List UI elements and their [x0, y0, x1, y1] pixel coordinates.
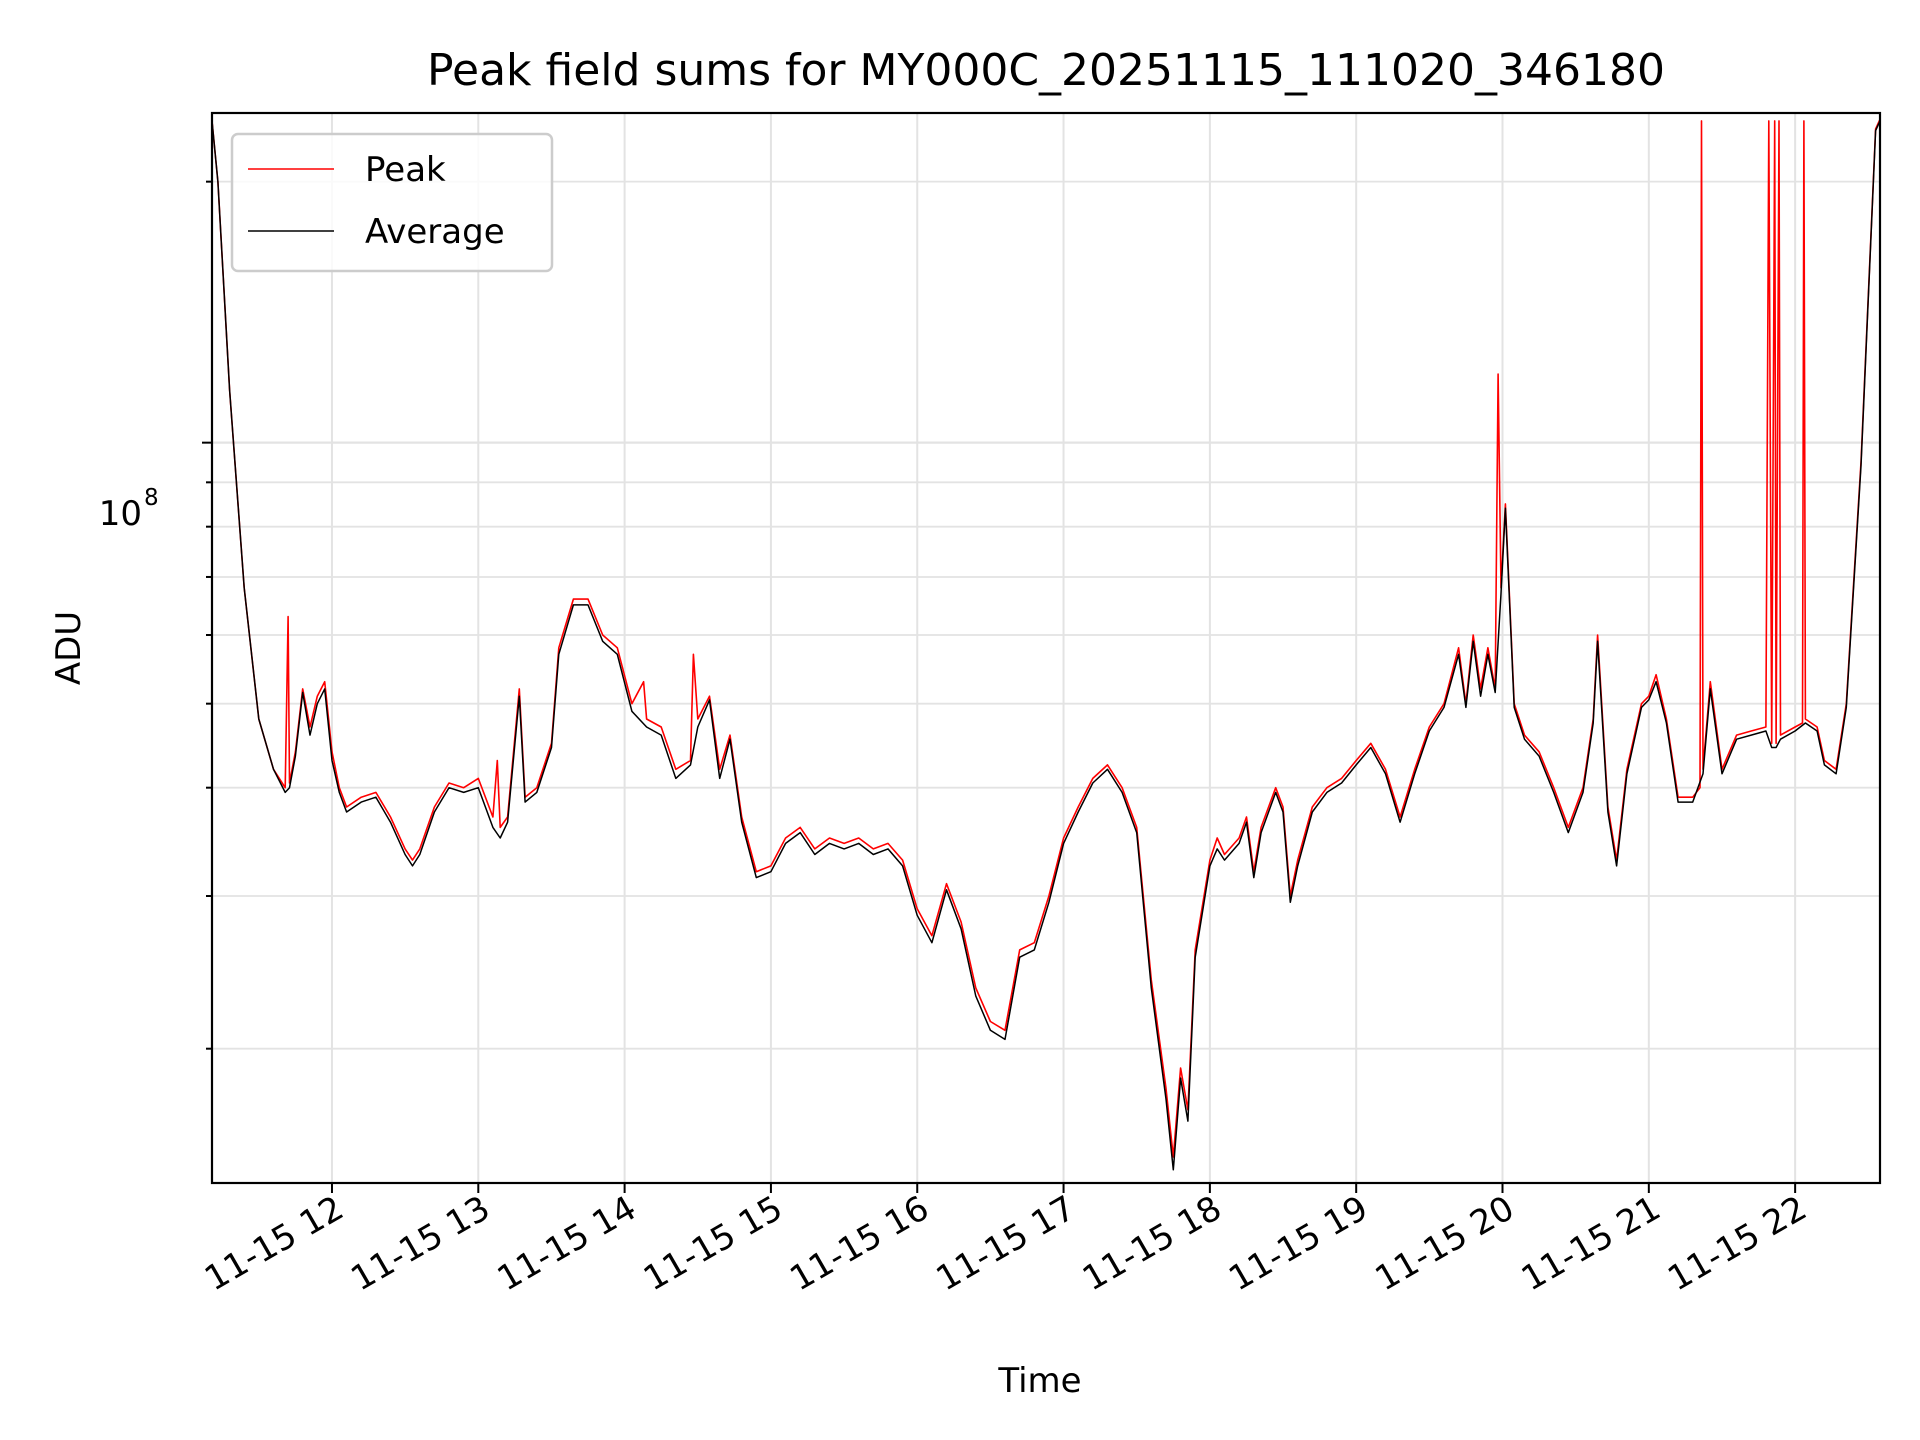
y-tick-exponent: 8	[144, 485, 159, 511]
y-tick-label-1e8: 10 8	[99, 485, 159, 534]
legend-label-peak: Peak	[365, 150, 446, 190]
x-axis-label: Time	[997, 1361, 1081, 1401]
plot-frame	[210, 111, 1882, 1185]
grid	[212, 113, 1880, 1183]
series-line-average	[211, 120, 1881, 1171]
legend-label-average: Average	[365, 212, 505, 252]
y-axis-label: ADU	[49, 611, 89, 685]
legend: Peak Average	[230, 132, 554, 273]
chart-title: Peak field sums for MY000C_20251115_1110…	[427, 45, 1665, 96]
y-tick-base: 10	[99, 494, 142, 534]
series-layer	[211, 118, 1881, 1171]
